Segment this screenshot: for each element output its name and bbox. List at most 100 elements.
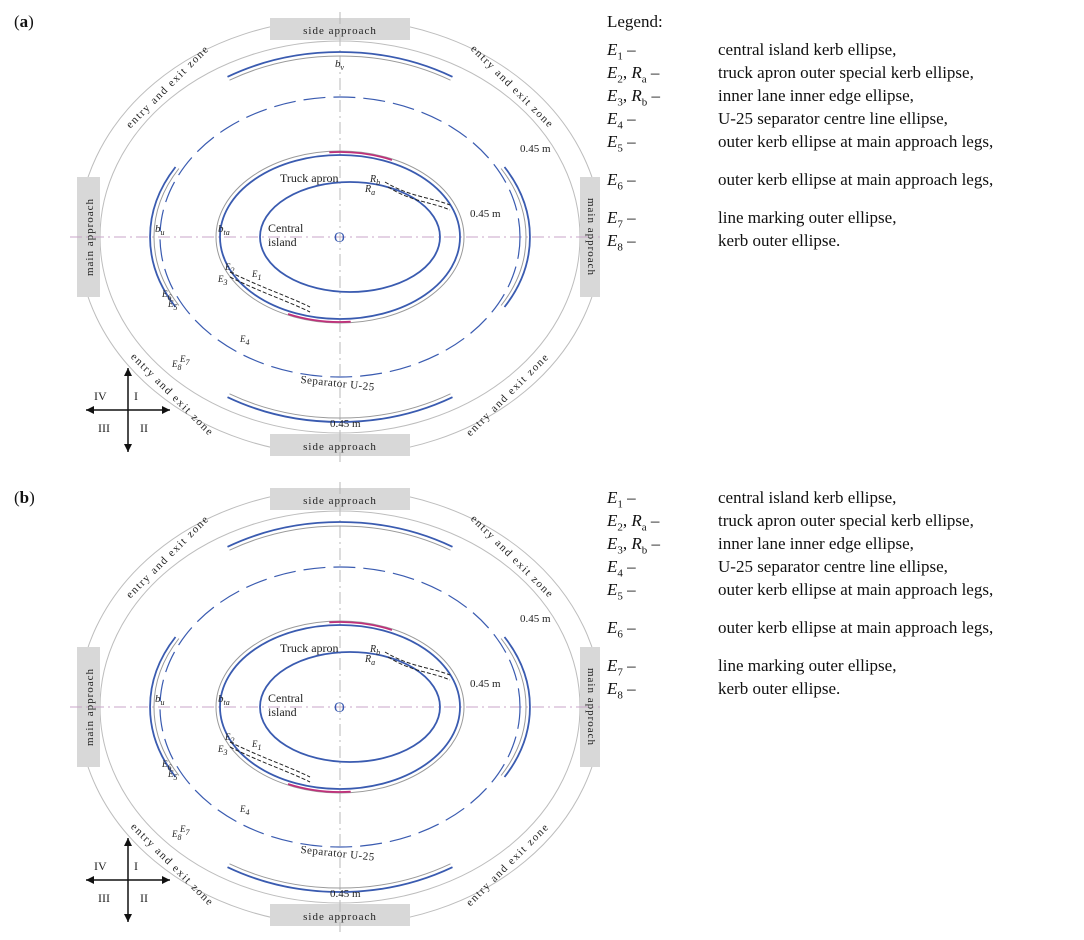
marking-arc-left xyxy=(153,638,180,776)
connector-dash xyxy=(229,271,311,308)
ellipse-label: E7 xyxy=(179,354,191,367)
connector-dash xyxy=(387,656,451,681)
kerb-arc-right xyxy=(503,166,531,308)
legend-desc: outer kerb ellipse at main approach legs… xyxy=(718,580,994,599)
side-approach-label-top: side approach xyxy=(303,495,377,507)
truck-apron-label: Truck apron xyxy=(280,641,339,655)
legend-key: E1 – xyxy=(607,488,636,511)
side-approach-label-bottom: side approach xyxy=(303,441,377,453)
entry-exit-zone-label: entry and exit zone xyxy=(124,43,212,131)
legend-desc: truck apron outer special kerb ellipse, xyxy=(718,511,974,530)
quadrant-label: I xyxy=(134,859,138,873)
side-approach-label-bottom: side approach xyxy=(303,911,377,923)
legend-desc: central island kerb ellipse, xyxy=(718,488,897,507)
width-label: 0.45 m xyxy=(520,613,551,625)
main-approach-label-left: main approach xyxy=(84,198,96,276)
ellipse-label: E4 xyxy=(239,804,250,817)
ellipse-label: E8 xyxy=(171,829,182,842)
central-island-label: Central xyxy=(268,221,304,235)
centre-mark: O xyxy=(334,700,345,716)
legend-desc: outer kerb ellipse at main approach legs… xyxy=(718,170,994,189)
approach-block-bottom xyxy=(270,904,410,926)
legend-key: E6 – xyxy=(607,618,636,641)
width-label: 0.45 m xyxy=(520,143,551,155)
rb-label: Rb xyxy=(369,644,380,657)
connector-dash xyxy=(229,741,311,778)
entry-exit-zone-label: entry and exit zone xyxy=(124,513,212,601)
truck-apron-label: Truck apron xyxy=(280,171,339,185)
marking-arc-right xyxy=(500,168,527,306)
panel-label: (a) xyxy=(14,12,34,31)
truck-apron-magenta-bottom xyxy=(287,313,351,323)
legend-desc: inner lane inner edge ellipse, xyxy=(718,534,914,553)
legend-key: E7 – xyxy=(607,656,636,679)
ellipse-label: E8 xyxy=(171,359,182,372)
central-island-label: island xyxy=(268,235,297,249)
legend-key: E5 – xyxy=(607,580,636,603)
truck-apron-ellipse xyxy=(219,154,461,320)
marking-arc-bottom xyxy=(229,863,451,889)
connector-dash xyxy=(229,276,311,313)
truck-apron-magenta-bottom xyxy=(287,783,351,793)
legend-desc: kerb outer ellipse. xyxy=(718,679,841,698)
legend-desc: line marking outer ellipse, xyxy=(718,208,897,227)
ellipse-label: E3 xyxy=(217,274,228,287)
legend-key: E1 – xyxy=(607,40,636,63)
entry-exit-zone-label: entry and exit zone xyxy=(464,351,552,439)
main-approach-label-left: main approach xyxy=(84,668,96,746)
ellipse-label: E5 xyxy=(167,769,178,782)
kerb-arc-left xyxy=(149,636,177,778)
bta-label: bta xyxy=(218,223,230,237)
panel-b: side approach side approach main approach m… xyxy=(0,470,1084,940)
legend-desc: inner lane inner edge ellipse, xyxy=(718,86,914,105)
legend-desc: outer kerb ellipse at main approach legs… xyxy=(718,618,994,637)
roundabout-diagram-b: side approach side approach main approach m… xyxy=(70,482,600,932)
quadrant-label: IV xyxy=(94,859,107,873)
kerb-arc-bottom xyxy=(227,396,453,423)
ellipse-label: E6 xyxy=(161,289,172,302)
entry-exit-zone-label: entry and exit zone xyxy=(464,821,552,909)
central-island-ellipse xyxy=(259,181,441,293)
central-island-label: Central xyxy=(268,691,304,705)
central-island-label: island xyxy=(268,705,297,719)
quadrant-label: II xyxy=(140,421,148,435)
kerb-arc-top xyxy=(227,521,453,548)
legend-desc: outer kerb ellipse at main approach legs… xyxy=(718,132,994,151)
separator-ellipse xyxy=(159,566,521,848)
legend-key: E4 – xyxy=(607,557,636,580)
approach-block-left xyxy=(77,177,100,297)
connector-dash xyxy=(229,746,311,783)
separator-label: Separator U-25 xyxy=(300,844,375,864)
legend-key: E5 – xyxy=(607,132,636,155)
main-approach-label-right: main approach xyxy=(585,668,597,746)
bu-label: bu xyxy=(155,223,165,237)
truck-apron-ellipse xyxy=(219,624,461,790)
width-label: 0.45 m xyxy=(330,418,361,430)
panel-a: side approach side approach main approach m… xyxy=(14,12,994,462)
quadrant-label: III xyxy=(98,421,110,435)
approach-block-left xyxy=(77,647,100,767)
main-approach-label-right: main approach xyxy=(585,198,597,276)
approach-block-right xyxy=(580,647,600,767)
marking-arc-top xyxy=(229,525,451,551)
entry-exit-zone-label: entry and exit zone xyxy=(468,43,556,131)
ellipse-label: E6 xyxy=(161,759,172,772)
entry-exit-zone-label: entry and exit zone xyxy=(468,513,556,601)
central-island-ellipse xyxy=(259,651,441,763)
legend-key: E2, Ra – xyxy=(607,63,660,86)
legend-desc: kerb outer ellipse. xyxy=(718,231,841,250)
legend-key: E8 – xyxy=(607,679,636,702)
approach-block-right xyxy=(580,177,600,297)
bv-label: bv xyxy=(335,58,345,72)
separator-ellipse xyxy=(159,96,521,378)
ellipse-label: E3 xyxy=(217,744,228,757)
legend-key: E6 – xyxy=(607,170,636,193)
legend-key: E4 – xyxy=(607,109,636,132)
quadrant-label: IV xyxy=(94,389,107,403)
connector-dash xyxy=(384,651,451,676)
legend-desc: U-25 separator centre line ellipse, xyxy=(718,557,948,576)
side-approach-label-top: side approach xyxy=(303,25,377,37)
inner-lane-ellipse xyxy=(215,150,465,324)
width-label: 0.45 m xyxy=(330,888,361,900)
panel-label: (b) xyxy=(14,488,35,507)
